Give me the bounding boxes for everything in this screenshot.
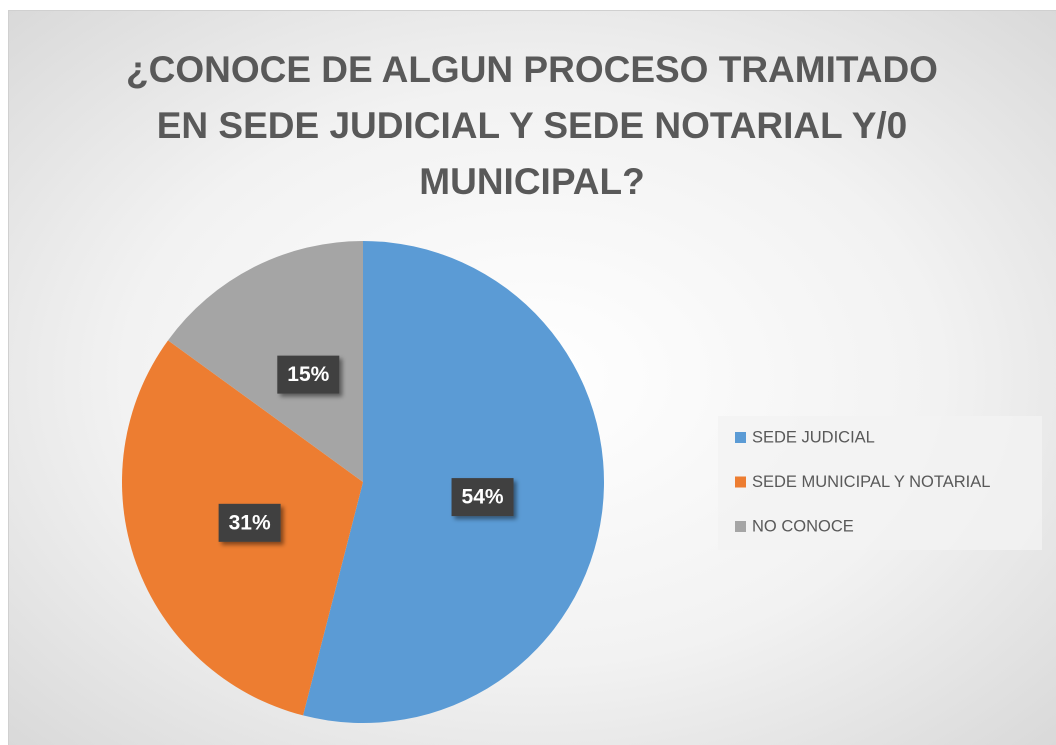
legend-label: SEDE MUNICIPAL Y NOTARIAL <box>752 473 990 491</box>
chart-title: ¿CONOCE DE ALGUN PROCESO TRAMITADO EN SE… <box>126 49 938 202</box>
pie-slice <box>168 241 363 482</box>
legend-swatch <box>735 476 746 488</box>
legend-box <box>718 416 1042 550</box>
data-label: 15% <box>287 363 329 386</box>
data-label-box <box>451 478 514 517</box>
data-label: 31% <box>229 511 271 534</box>
legend-label: SEDE JUDICIAL <box>752 428 875 446</box>
data-label-box <box>277 355 340 394</box>
legend-swatch <box>735 432 746 443</box>
legend-swatch <box>735 521 746 532</box>
data-label-box <box>218 503 281 542</box>
data-label: 54% <box>462 486 504 509</box>
legend-label: NO CONOCE <box>752 517 854 535</box>
